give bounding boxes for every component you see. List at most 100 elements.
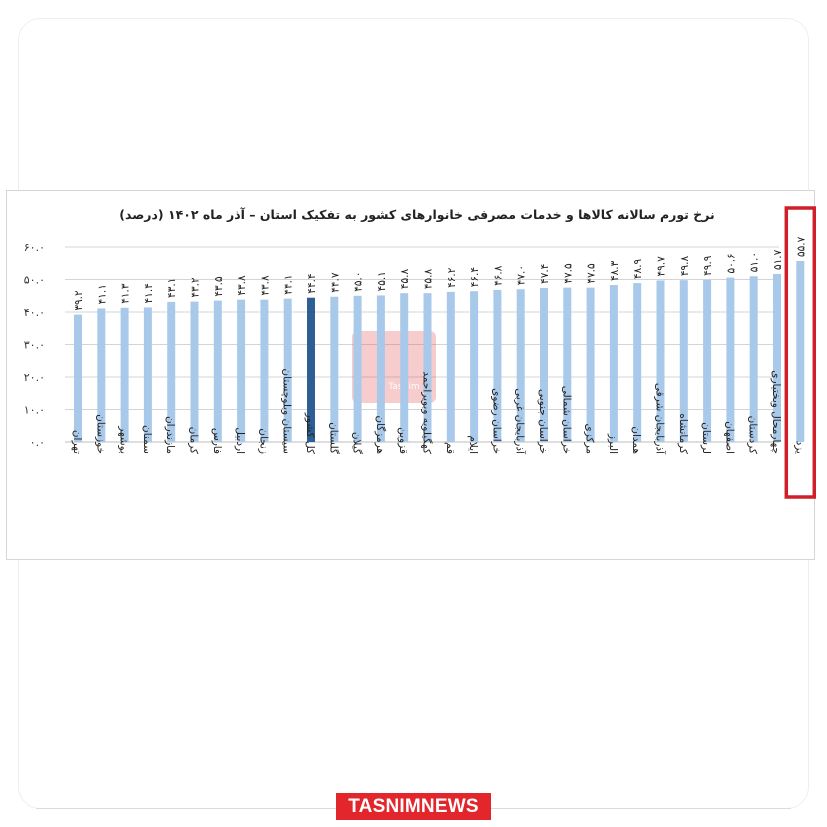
value-label: ۴۱.۱ — [96, 284, 108, 304]
value-label: ۴۶.۲ — [446, 267, 458, 288]
value-label: ۴۳.۵ — [213, 276, 225, 297]
bar — [97, 308, 106, 442]
value-label: ۴۳.۲ — [190, 277, 202, 298]
category-label: کل کشور — [304, 412, 316, 454]
category-label: همدان — [630, 426, 642, 454]
value-label: ۴۹.۸ — [679, 256, 691, 277]
y-tick-label: ۲۰.۰ — [24, 371, 45, 384]
category-label: آذربایجان شرقی — [654, 383, 667, 455]
value-label: ۵۵.۷ — [795, 236, 807, 257]
bar — [167, 301, 176, 442]
bar — [633, 283, 642, 442]
bar — [237, 299, 246, 442]
bar — [376, 295, 385, 442]
value-label: ۴۹.۹ — [702, 255, 714, 276]
category-label: مرکزی — [584, 424, 596, 454]
bar — [540, 287, 548, 442]
value-label: ۴۵.۸ — [399, 269, 411, 290]
bar — [726, 277, 735, 442]
category-label: آذربایجان غربی — [514, 388, 527, 455]
bar — [703, 279, 712, 442]
bar — [330, 296, 339, 442]
category-label: گلستان — [327, 422, 340, 454]
value-label: ۳۹.۲ — [73, 290, 85, 311]
category-label: اصفهان — [723, 421, 735, 454]
category-label: قم — [444, 442, 456, 454]
bar — [143, 307, 152, 442]
y-tick-label: ۴۰.۰ — [24, 306, 45, 319]
category-label: تهران — [71, 430, 83, 454]
bar — [74, 314, 82, 442]
category-label: مازندران — [164, 416, 176, 454]
tasnim-news-logo[interactable]: TASNIMNEWS — [336, 793, 491, 820]
category-label: خوزستان — [94, 414, 106, 454]
value-label: ۵۱.۷ — [772, 249, 784, 270]
inflation-bar-chart: نرخ تورم سالانه کالاها و خدمات مصرفی خان… — [24, 206, 816, 499]
watermark-icon — [352, 331, 436, 403]
value-label: ۴۳.۸ — [259, 275, 271, 296]
y-tick-label: ۵۰.۰ — [24, 274, 45, 287]
bar — [307, 297, 315, 442]
value-label: ۴۴.۴ — [306, 273, 318, 293]
bar — [423, 293, 432, 442]
bar — [796, 260, 805, 442]
category-label: خراسان رضوی — [490, 388, 502, 454]
bar — [773, 273, 781, 442]
value-label: ۴۷.۵ — [562, 263, 574, 284]
bar — [493, 289, 502, 442]
category-label: خراسان شمالی — [560, 386, 572, 454]
category-label: هرمزگان — [374, 415, 387, 454]
value-label: ۴۳.۱ — [166, 278, 178, 298]
bar — [656, 280, 665, 442]
category-label: چهارمحال وبختیاری — [770, 370, 782, 454]
value-label: ۴۷.۴ — [539, 264, 551, 284]
bar — [679, 280, 688, 442]
category-label: ایلام — [467, 435, 479, 454]
bar — [353, 295, 362, 442]
bar — [470, 291, 479, 442]
value-label: ۴۸.۳ — [609, 260, 621, 281]
category-label: اردبیل — [234, 427, 246, 454]
bar — [283, 298, 292, 442]
category-label: قزوین — [397, 427, 409, 454]
category-label: زنجان — [257, 428, 269, 454]
category-label: کرمان — [188, 427, 200, 454]
category-label: کردستان — [747, 416, 759, 454]
bar — [586, 287, 595, 442]
value-label: ۴۷.۰ — [516, 265, 528, 285]
value-label: ۵۱.۰ — [749, 252, 761, 272]
category-label: البرز — [607, 433, 619, 454]
value-label: ۴۶.۸ — [492, 265, 504, 286]
category-label: یزد — [793, 441, 805, 454]
value-label: ۴۱.۴ — [143, 283, 155, 303]
category-label: سیستان وبلوچستان — [281, 368, 293, 454]
category-label: کهگیلویه وبویراحمد — [421, 371, 434, 454]
value-label: ۴۳.۸ — [236, 275, 248, 296]
value-label: ۴۴.۱ — [283, 274, 295, 294]
category-label: لرستان — [700, 422, 712, 454]
value-label: ۴۵.۸ — [423, 269, 435, 290]
bar — [120, 307, 129, 442]
bar — [563, 287, 572, 442]
bar — [190, 301, 199, 442]
value-label: ۴۸.۹ — [632, 258, 644, 279]
category-label: کرمانشاه — [677, 413, 689, 454]
y-tick-label: ۳۰.۰ — [24, 339, 45, 352]
category-label: سمنان — [141, 425, 153, 454]
bar — [609, 285, 618, 442]
category-label: خراسان جنوبی — [537, 389, 549, 454]
category-label: فارس — [211, 428, 223, 454]
value-label: ۴۵.۱ — [376, 271, 388, 291]
y-tick-label: ۱۰.۰ — [24, 404, 45, 417]
value-label: ۴۱.۳ — [120, 283, 132, 304]
bar — [400, 293, 409, 442]
category-label: بوشهر — [118, 425, 130, 454]
value-label: ۵۰.۶ — [725, 253, 737, 273]
bar — [516, 289, 525, 442]
highlight-box — [784, 206, 816, 499]
value-label: ۴۴.۷ — [329, 272, 341, 293]
bar — [749, 276, 758, 442]
category-label: گیلان — [351, 432, 364, 454]
value-label: ۴۶.۴ — [469, 267, 481, 287]
y-tick-label: ۰.۰ — [30, 436, 45, 449]
